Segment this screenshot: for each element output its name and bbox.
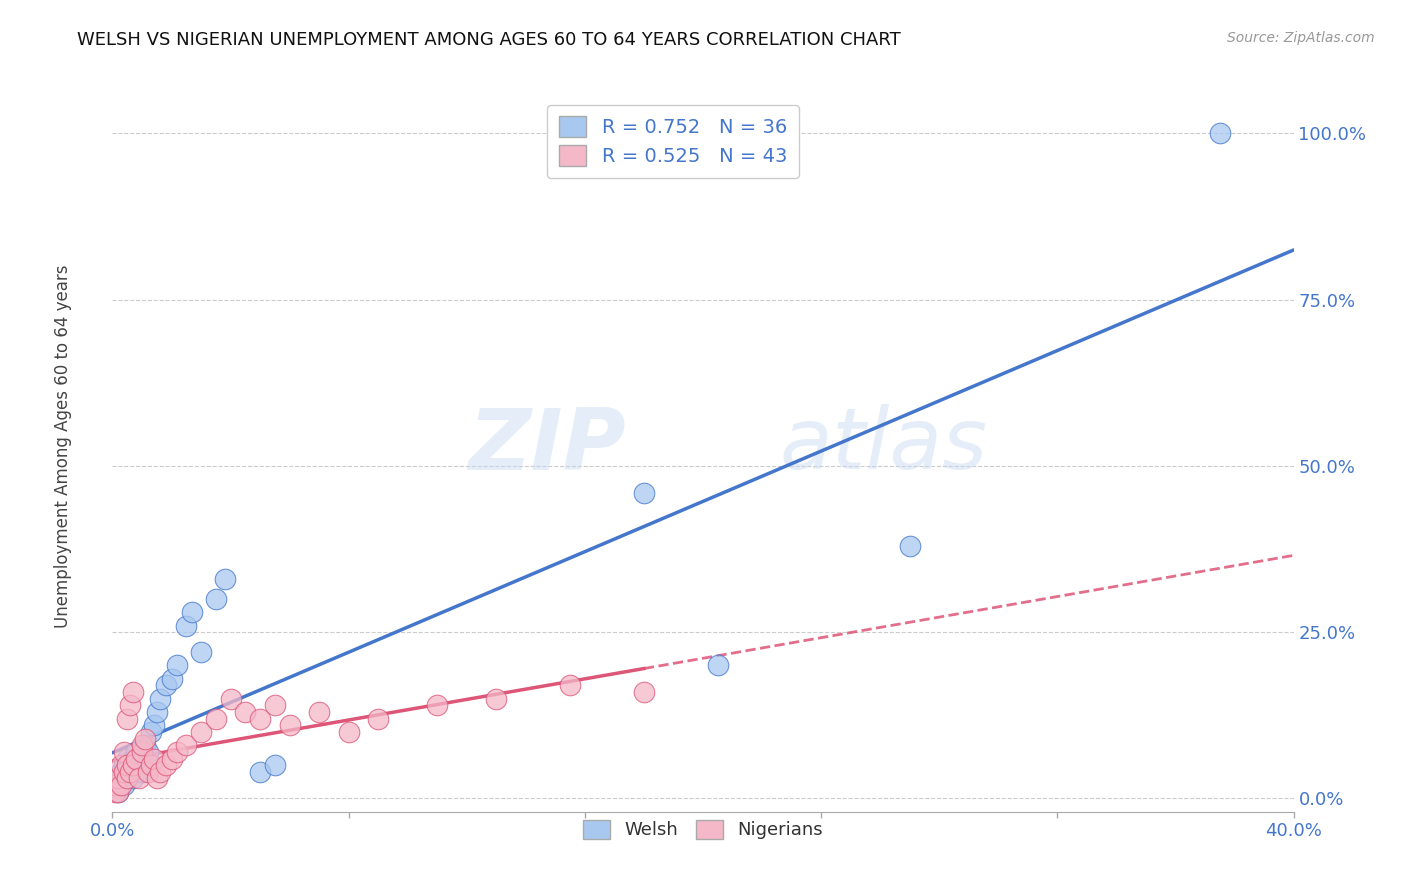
Point <box>128 772 150 786</box>
Point <box>264 698 287 713</box>
Point <box>142 751 165 765</box>
Point <box>112 745 135 759</box>
Point <box>426 698 449 713</box>
Point <box>155 678 177 692</box>
Point <box>107 785 129 799</box>
Point <box>264 758 287 772</box>
Point <box>136 764 159 779</box>
Point <box>117 712 138 726</box>
Point <box>146 772 169 786</box>
Point <box>485 691 508 706</box>
Point <box>633 685 655 699</box>
Point <box>205 712 228 726</box>
Point <box>174 618 197 632</box>
Point <box>134 731 156 746</box>
Point <box>160 672 183 686</box>
Point <box>122 685 145 699</box>
Point <box>233 705 256 719</box>
Point <box>117 758 138 772</box>
Point <box>190 725 212 739</box>
Point <box>633 485 655 500</box>
Point <box>149 691 172 706</box>
Point <box>134 738 156 752</box>
Point <box>139 758 162 772</box>
Point <box>125 745 148 759</box>
Point <box>1208 127 1232 141</box>
Point <box>174 738 197 752</box>
Point <box>107 772 129 786</box>
Point <box>249 712 271 726</box>
Point <box>117 751 138 765</box>
Point <box>117 772 138 786</box>
Point <box>142 718 165 732</box>
Point <box>110 758 132 772</box>
Text: ZIP: ZIP <box>468 404 626 488</box>
Point <box>190 645 212 659</box>
Point <box>367 712 389 726</box>
Point <box>110 778 132 792</box>
Point <box>131 745 153 759</box>
Point <box>120 764 142 779</box>
Point <box>166 745 188 759</box>
Point <box>112 764 135 779</box>
Point <box>110 778 132 792</box>
Point <box>136 745 159 759</box>
Point <box>112 778 135 792</box>
Point <box>898 539 921 553</box>
Point <box>278 718 301 732</box>
Text: WELSH VS NIGERIAN UNEMPLOYMENT AMONG AGES 60 TO 64 YEARS CORRELATION CHART: WELSH VS NIGERIAN UNEMPLOYMENT AMONG AGE… <box>77 31 901 49</box>
Point <box>131 738 153 752</box>
Point <box>155 758 177 772</box>
Point <box>107 772 129 786</box>
Legend: Welsh, Nigerians: Welsh, Nigerians <box>575 813 831 847</box>
Point <box>122 758 145 772</box>
Point <box>160 751 183 765</box>
Point <box>131 751 153 765</box>
Point <box>117 772 138 786</box>
Point <box>104 778 127 792</box>
Point <box>149 764 172 779</box>
Point <box>181 605 204 619</box>
Point <box>104 778 127 792</box>
Point <box>128 758 150 772</box>
Point <box>249 764 271 779</box>
Point <box>706 658 728 673</box>
Point <box>139 725 162 739</box>
Point <box>107 785 129 799</box>
Text: atlas: atlas <box>780 404 988 488</box>
Point <box>120 698 142 713</box>
Point <box>308 705 330 719</box>
Point <box>110 764 132 779</box>
Point <box>104 785 127 799</box>
Point <box>166 658 188 673</box>
Point <box>120 764 142 779</box>
Point <box>337 725 360 739</box>
Point <box>146 705 169 719</box>
Point <box>122 751 145 765</box>
Point <box>214 572 236 586</box>
Point <box>125 751 148 765</box>
Point <box>131 764 153 779</box>
Text: Unemployment Among Ages 60 to 64 years: Unemployment Among Ages 60 to 64 years <box>55 264 72 628</box>
Point <box>205 591 228 606</box>
Text: Source: ZipAtlas.com: Source: ZipAtlas.com <box>1227 31 1375 45</box>
Point <box>122 772 145 786</box>
Point <box>112 758 135 772</box>
Point <box>558 678 582 692</box>
Point <box>219 691 242 706</box>
